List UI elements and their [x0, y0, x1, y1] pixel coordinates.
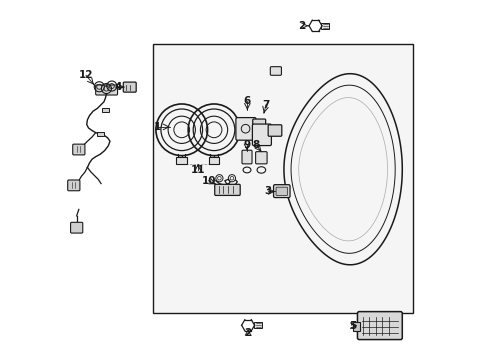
Bar — [208, 157, 219, 164]
Text: 5: 5 — [349, 321, 356, 330]
FancyBboxPatch shape — [270, 67, 281, 75]
Text: 9: 9 — [243, 140, 250, 150]
Text: 12: 12 — [79, 70, 93, 80]
Bar — [153, 44, 412, 313]
FancyBboxPatch shape — [96, 85, 117, 95]
Text: 7: 7 — [262, 100, 269, 110]
FancyBboxPatch shape — [70, 222, 82, 233]
FancyBboxPatch shape — [235, 118, 255, 140]
Text: 3: 3 — [264, 186, 271, 197]
Text: 4: 4 — [114, 82, 122, 92]
FancyBboxPatch shape — [242, 150, 251, 164]
FancyBboxPatch shape — [255, 152, 266, 164]
Text: 8: 8 — [252, 140, 259, 150]
FancyBboxPatch shape — [252, 119, 265, 130]
Text: 2: 2 — [298, 21, 305, 31]
Bar — [176, 157, 187, 164]
FancyBboxPatch shape — [214, 184, 240, 195]
Bar — [321, 23, 328, 29]
Bar — [253, 322, 261, 328]
Text: 10: 10 — [201, 176, 215, 186]
FancyBboxPatch shape — [276, 187, 287, 195]
Text: 6: 6 — [243, 96, 250, 106]
Bar — [102, 108, 109, 112]
FancyBboxPatch shape — [73, 144, 85, 155]
FancyBboxPatch shape — [357, 312, 402, 339]
FancyBboxPatch shape — [67, 180, 80, 191]
FancyBboxPatch shape — [267, 125, 281, 136]
Text: 11: 11 — [190, 165, 204, 175]
Bar — [97, 132, 104, 136]
FancyBboxPatch shape — [273, 185, 289, 198]
FancyBboxPatch shape — [252, 124, 271, 145]
Bar — [352, 321, 359, 330]
FancyBboxPatch shape — [123, 82, 136, 92]
Text: 1: 1 — [154, 122, 161, 132]
Text: 2: 2 — [244, 328, 251, 338]
